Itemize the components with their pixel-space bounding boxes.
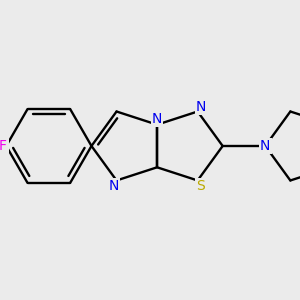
Text: N: N bbox=[260, 139, 271, 153]
Text: S: S bbox=[196, 179, 205, 194]
Text: N: N bbox=[196, 100, 206, 114]
Text: N: N bbox=[109, 179, 119, 194]
Text: F: F bbox=[0, 139, 7, 153]
Text: N: N bbox=[152, 112, 162, 126]
